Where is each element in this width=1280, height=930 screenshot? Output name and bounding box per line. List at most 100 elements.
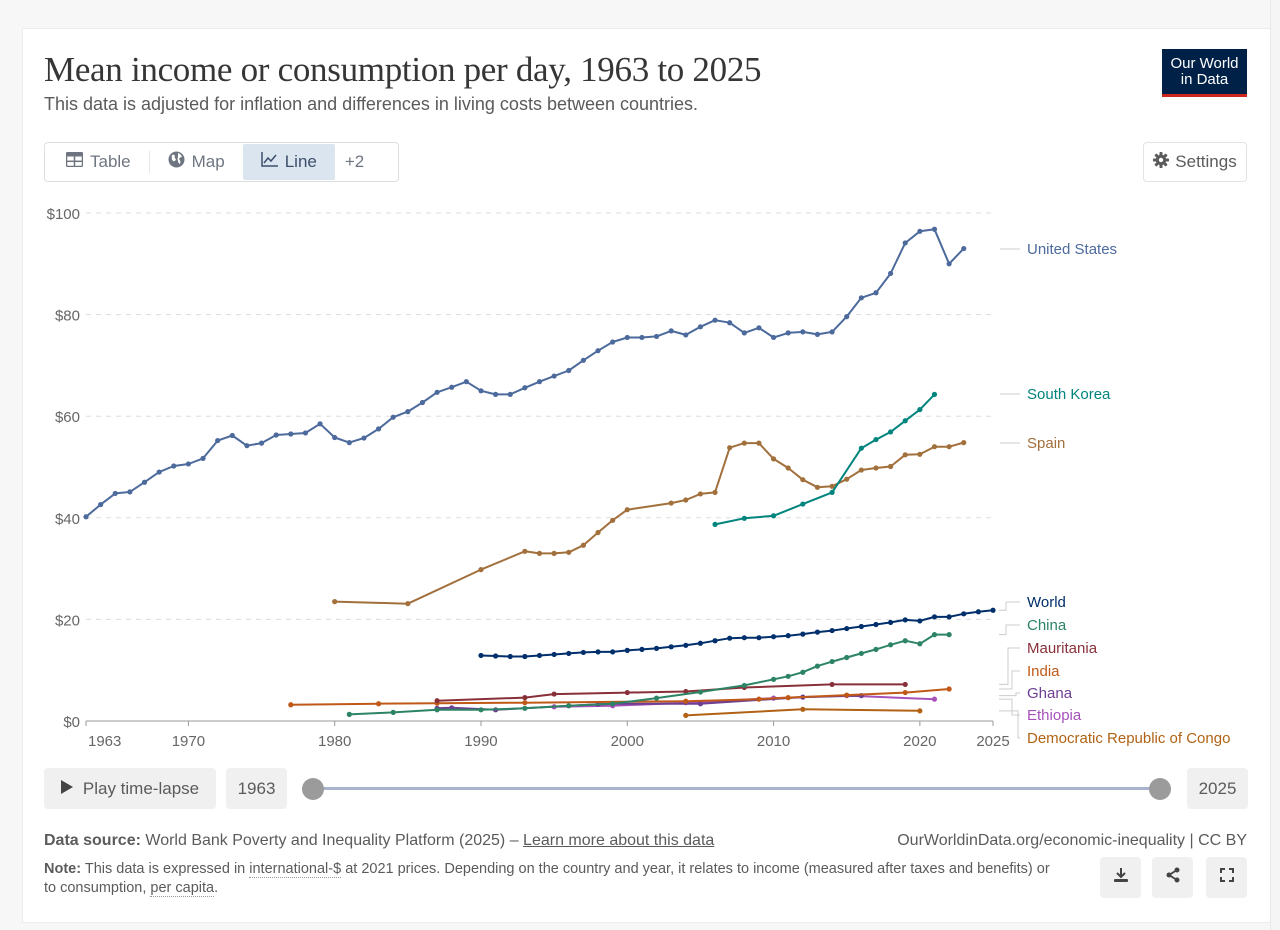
- data-point: [551, 373, 557, 379]
- timeline-end-handle[interactable]: [1149, 778, 1171, 800]
- data-point: [536, 652, 543, 659]
- data-point: [990, 607, 996, 613]
- data-point: [931, 444, 938, 450]
- data-point: [434, 389, 440, 395]
- data-point: [653, 645, 660, 651]
- data-point: [493, 653, 499, 659]
- x-tick-label: 1970: [172, 733, 205, 750]
- data-point: [185, 461, 192, 467]
- label-connector: [999, 601, 1020, 611]
- international-dollar-link[interactable]: international-$: [249, 861, 342, 878]
- settings-button[interactable]: Settings: [1143, 142, 1247, 182]
- data-point: [844, 314, 850, 320]
- data-point: [858, 623, 864, 630]
- source-text: World Bank Poverty and Inequality Platfo…: [145, 832, 524, 849]
- fullscreen-button[interactable]: [1206, 857, 1247, 898]
- tab-table[interactable]: Table: [48, 144, 149, 180]
- label-connector: [999, 710, 1020, 739]
- series-label: World: [1027, 594, 1066, 611]
- data-point: [229, 432, 235, 439]
- data-point: [332, 434, 338, 441]
- timeline-start-handle[interactable]: [302, 778, 324, 800]
- share-button[interactable]: [1152, 857, 1193, 898]
- data-point: [844, 476, 850, 482]
- logo-line-1: Our World: [1170, 54, 1239, 72]
- data-point: [829, 483, 835, 489]
- data-point: [449, 384, 455, 390]
- data-point: [961, 611, 967, 617]
- source-url[interactable]: OurWorldinData.org/economic-inequality |…: [897, 832, 1247, 849]
- data-point: [785, 465, 791, 471]
- data-point: [610, 339, 616, 345]
- y-tick-label: $60: [55, 409, 80, 426]
- data-point: [727, 445, 733, 451]
- data-point: [551, 691, 557, 697]
- data-point: [727, 320, 733, 326]
- series-line: [714, 393, 936, 526]
- y-tick-label: $80: [55, 308, 80, 325]
- download-button[interactable]: [1100, 857, 1141, 898]
- data-point: [478, 707, 484, 713]
- y-axis-ticks: $0 $20 $40 $60 $80 $100: [47, 206, 80, 731]
- data-point: [800, 669, 806, 675]
- data-point: [127, 489, 133, 495]
- data-point: [566, 703, 572, 709]
- data-point: [902, 689, 908, 696]
- data-point: [683, 497, 689, 503]
- scrollbar[interactable]: [1270, 0, 1280, 930]
- data-point: [683, 688, 689, 695]
- globe-icon: [168, 151, 185, 173]
- data-point: [902, 681, 908, 688]
- data-point: [770, 334, 777, 341]
- logo-line-2: in Data: [1180, 70, 1229, 88]
- tab-table-label: Table: [90, 152, 131, 171]
- series-label: United States: [1027, 241, 1117, 258]
- series-label: Ghana: [1027, 685, 1073, 702]
- series-label: South Korea: [1027, 386, 1111, 403]
- note-text-2: at 2021 prices. Depending on the country…: [44, 861, 1050, 896]
- tab-line[interactable]: Line: [242, 144, 335, 180]
- per-capita-link[interactable]: per capita: [150, 880, 215, 897]
- data-point: [873, 621, 879, 628]
- data-point: [346, 440, 352, 446]
- data-point: [800, 329, 806, 335]
- timeline-slider-track[interactable]: [313, 787, 1161, 790]
- data-point: [653, 695, 660, 701]
- owid-logo[interactable]: Our World in Data: [1162, 49, 1247, 97]
- data-point: [624, 647, 630, 653]
- series-world: [478, 607, 996, 660]
- data-point: [887, 619, 894, 626]
- data-point: [756, 325, 762, 331]
- data-point: [610, 701, 616, 707]
- tab-map[interactable]: Map: [150, 144, 243, 180]
- series-label: Spain: [1027, 435, 1065, 452]
- data-point: [712, 521, 718, 528]
- learn-more-link[interactable]: Learn more about this data: [523, 832, 715, 849]
- data-point: [595, 649, 601, 655]
- data-point: [829, 658, 835, 665]
- data-point: [288, 702, 294, 708]
- data-point: [478, 567, 484, 573]
- data-point: [683, 712, 689, 719]
- data-point: [566, 650, 572, 657]
- label-connector: [999, 698, 1020, 716]
- data-point: [390, 414, 396, 420]
- end-year-button[interactable]: 2025: [1187, 768, 1248, 809]
- data-point: [624, 507, 630, 513]
- data-point: [244, 443, 250, 449]
- series-label: Mauritania: [1027, 640, 1098, 657]
- data-point: [902, 638, 908, 644]
- x-tick-label: 2010: [757, 733, 790, 750]
- play-timelapse-button[interactable]: Play time-lapse: [44, 768, 216, 809]
- start-year-button[interactable]: 1963: [226, 768, 287, 809]
- data-point: [785, 695, 791, 701]
- data-point: [844, 625, 850, 632]
- data-point: [493, 391, 499, 397]
- data-point: [873, 436, 879, 443]
- data-source: Data source: World Bank Poverty and Ineq…: [44, 832, 714, 850]
- share-icon: [1165, 867, 1181, 888]
- data-point: [961, 245, 967, 252]
- tab-more[interactable]: +2: [335, 144, 374, 180]
- data-point: [419, 399, 426, 406]
- data-point: [83, 514, 89, 520]
